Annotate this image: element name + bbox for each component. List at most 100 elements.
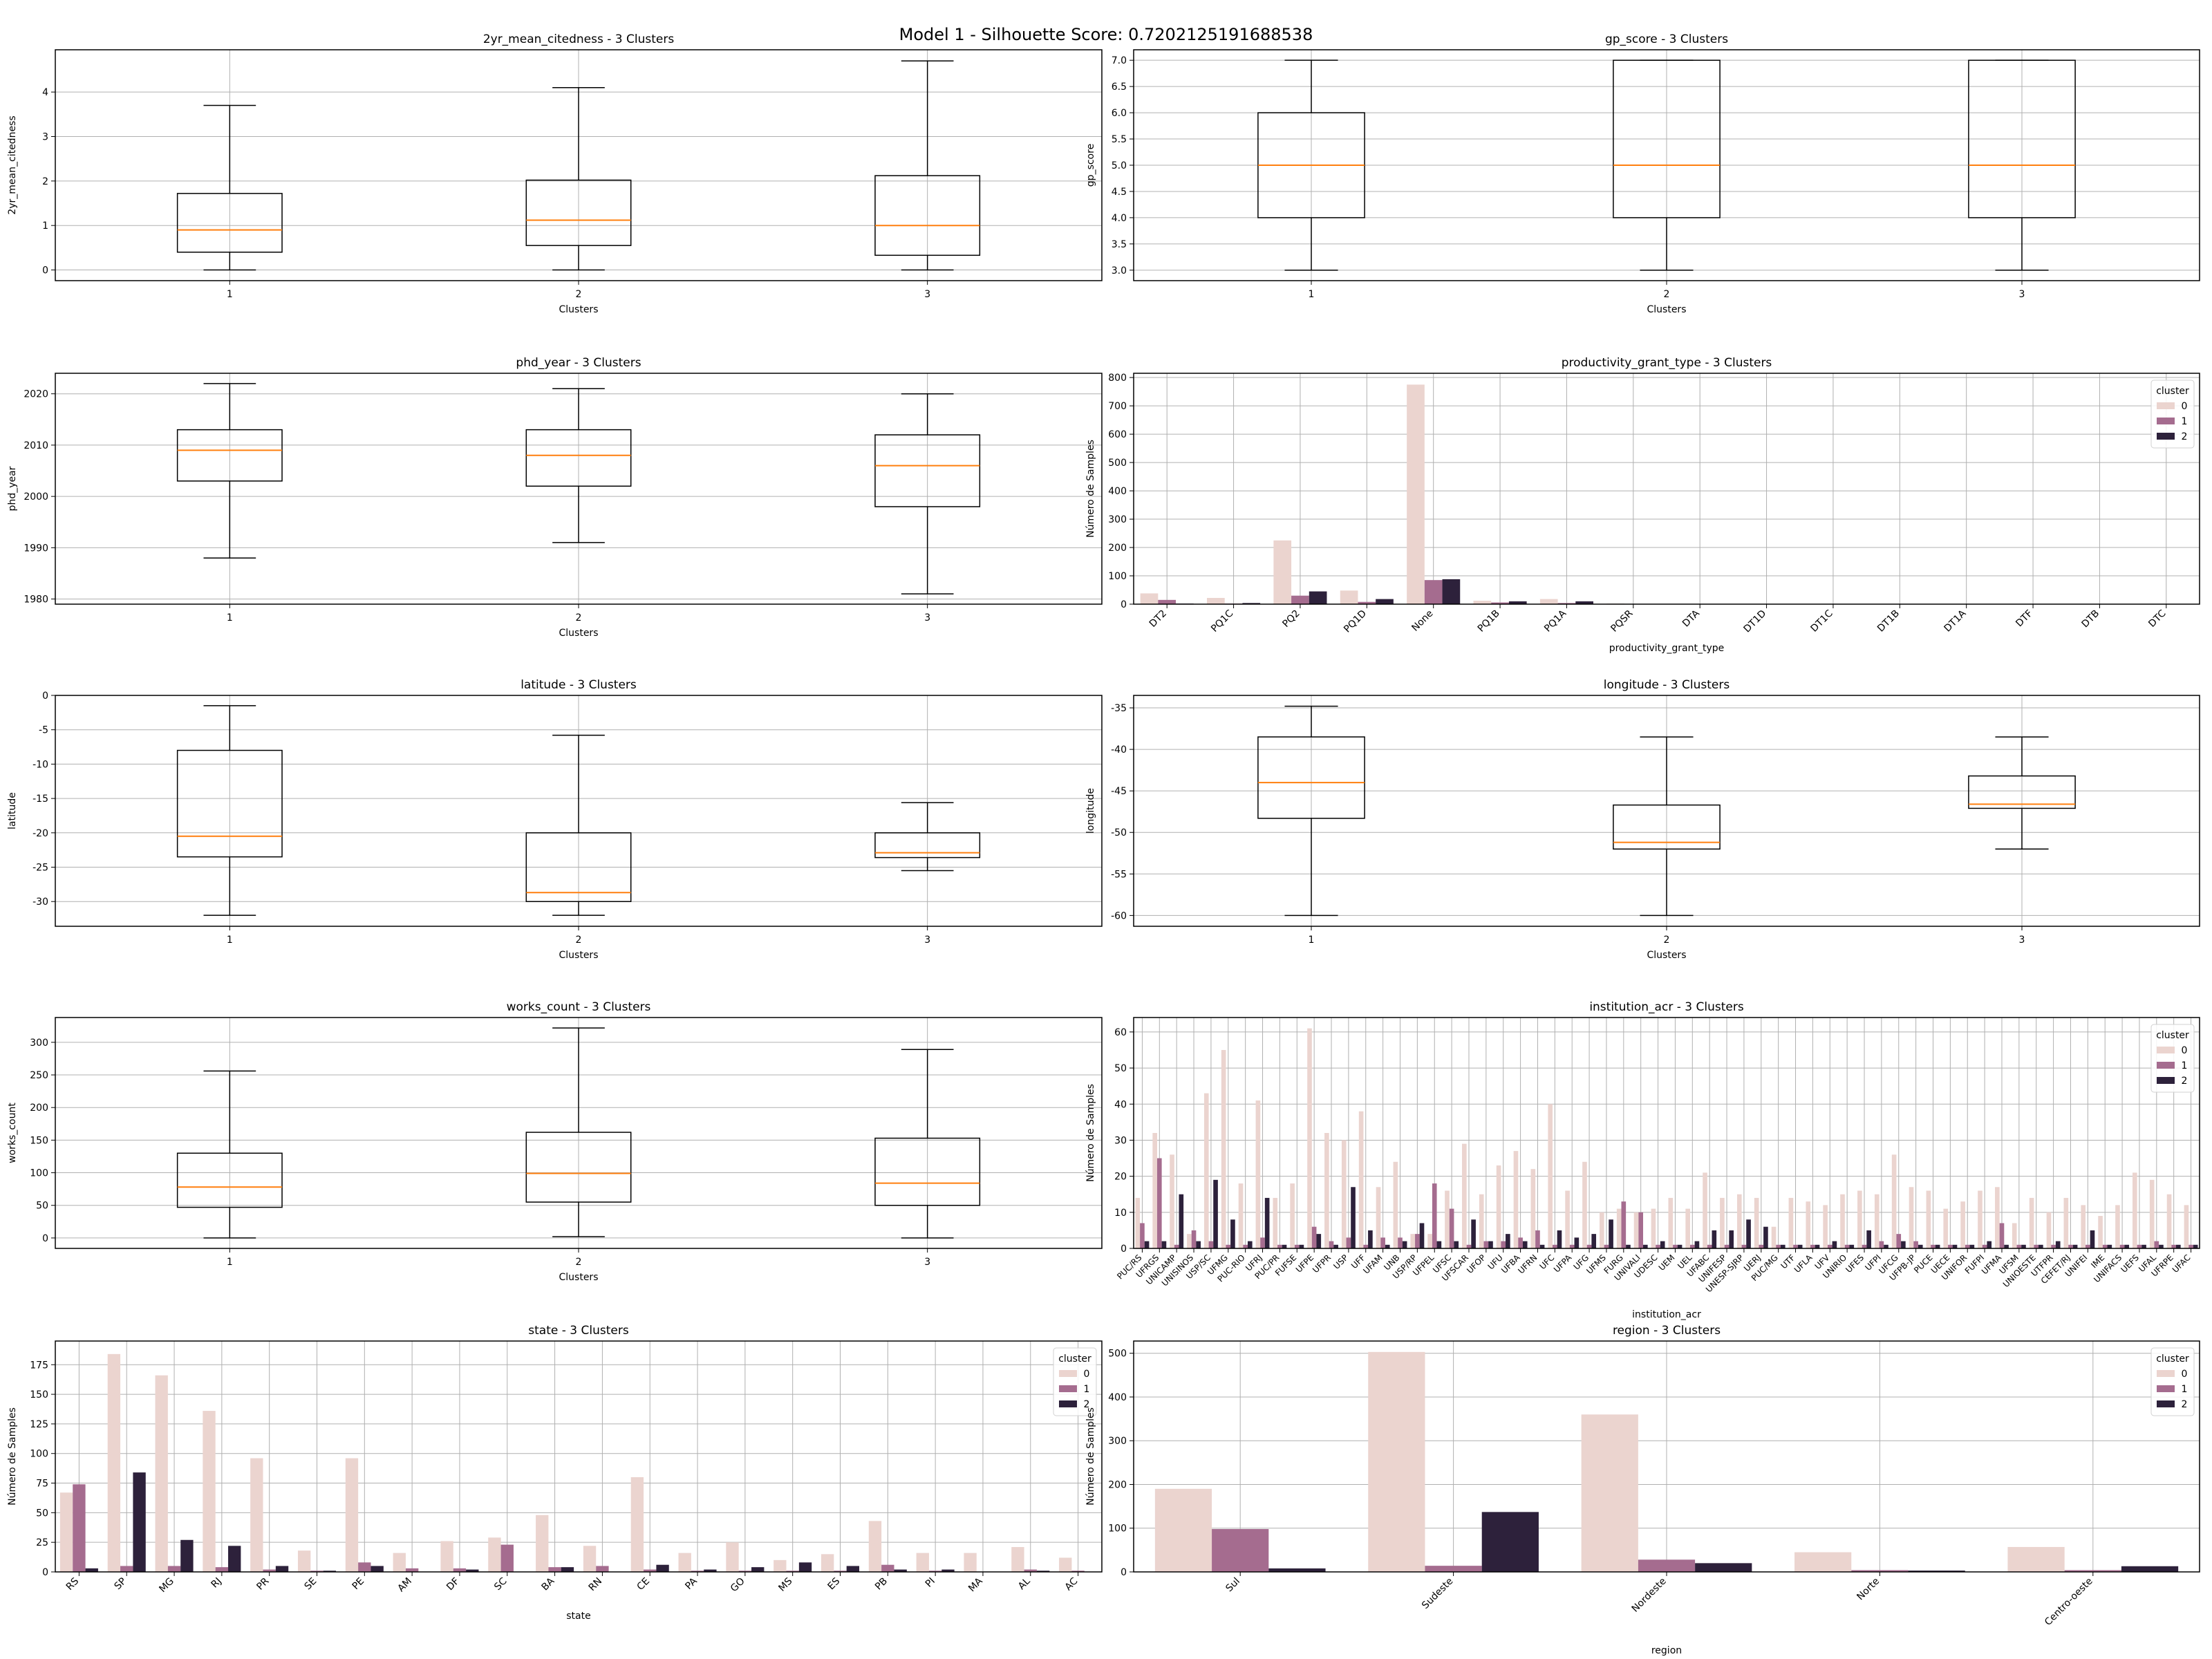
bar bbox=[1909, 1187, 1914, 1248]
y-tick-label: -45 bbox=[1111, 786, 1127, 797]
bar bbox=[1311, 1226, 1317, 1248]
y-tick-label: 0 bbox=[42, 1567, 48, 1578]
bar bbox=[1586, 1244, 1592, 1248]
bar bbox=[1226, 1244, 1231, 1248]
bar bbox=[1230, 1219, 1235, 1248]
box-cluster-1 bbox=[176, 1070, 283, 1239]
x-tick-label: 2 bbox=[576, 1257, 582, 1268]
subplot-phd-year: 1980 1990 2000 2010 2020 1 2 3 phd_year - 3 Clus… bbox=[7, 356, 1103, 639]
y-tick-label: -30 bbox=[32, 897, 48, 908]
bar bbox=[916, 1553, 929, 1572]
subplot-title: 2yr_mean_citedness - 3 Clusters bbox=[483, 32, 675, 46]
legend: cluster 0 1 2 bbox=[1053, 1347, 1097, 1416]
bar bbox=[1385, 1244, 1390, 1248]
y-tick-label: 200 bbox=[30, 1103, 48, 1114]
x-tick-label: MG bbox=[157, 1576, 176, 1595]
bar bbox=[1358, 1111, 1364, 1248]
x-axis-label: region bbox=[1651, 1645, 1682, 1656]
y-tick-label: 20 bbox=[1114, 1172, 1127, 1183]
iqr-box bbox=[1613, 804, 1721, 850]
box-cluster-1 bbox=[176, 104, 283, 271]
bar bbox=[1196, 1241, 1201, 1248]
bar bbox=[630, 1477, 644, 1572]
bar bbox=[155, 1375, 168, 1572]
bar bbox=[1918, 1244, 1923, 1248]
bar bbox=[583, 1546, 597, 1572]
x-tick-label: DT2 bbox=[1147, 608, 1169, 630]
box-cluster-3 bbox=[874, 802, 981, 872]
bar bbox=[1844, 1244, 1850, 1248]
bar bbox=[1491, 602, 1509, 604]
x-tick-label: UFPR bbox=[1311, 1253, 1333, 1275]
x-tick-label: 3 bbox=[924, 1257, 930, 1268]
bar bbox=[2193, 1244, 2198, 1248]
iqr-box bbox=[525, 1132, 632, 1203]
subplot-title: phd_year - 3 Clusters bbox=[516, 356, 641, 370]
x-tick-label: RN bbox=[587, 1576, 605, 1594]
bar bbox=[1879, 1241, 1884, 1248]
box-cluster-3 bbox=[874, 393, 981, 594]
bar bbox=[1754, 1197, 1759, 1248]
y-tick-label: -40 bbox=[1111, 744, 1127, 756]
y-axis-label: 2yr_mean_citedness bbox=[7, 115, 18, 214]
bar bbox=[1187, 1234, 1192, 1248]
legend-label: 2 bbox=[1084, 1399, 1090, 1410]
bar bbox=[1575, 601, 1593, 604]
bar bbox=[941, 1569, 955, 1572]
bar bbox=[2021, 1244, 2026, 1248]
x-tick-label: 3 bbox=[924, 289, 930, 300]
bar bbox=[1539, 599, 1558, 604]
y-axis-label: works_count bbox=[7, 1103, 18, 1163]
bar bbox=[1260, 1237, 1265, 1248]
bar bbox=[1581, 1414, 1638, 1572]
plot-frame bbox=[1133, 49, 2200, 281]
x-tick-label: UFMS bbox=[1584, 1253, 1608, 1276]
y-tick-label: -55 bbox=[1111, 869, 1127, 880]
iqr-box bbox=[1613, 59, 1721, 218]
plot-frame bbox=[55, 373, 1103, 605]
y-tick-label: 400 bbox=[1108, 486, 1127, 497]
legend-label: 2 bbox=[2182, 1399, 2188, 1410]
x-tick-label: DT1B bbox=[1875, 608, 1902, 635]
subplot-longitude: -60 -55 -50 -45 -40 -35 1 2 3 longitude - 3 Clust… bbox=[1085, 678, 2200, 961]
x-tick-label: 2 bbox=[576, 612, 582, 624]
bar bbox=[738, 1571, 752, 1572]
box-cluster-2 bbox=[1613, 736, 1721, 917]
y-tick-label: 0 bbox=[42, 1233, 48, 1244]
x-tick-label: AC bbox=[1063, 1575, 1080, 1593]
bar bbox=[2124, 1244, 2130, 1248]
bar bbox=[656, 1564, 669, 1572]
bar bbox=[371, 1566, 384, 1572]
bar bbox=[1140, 593, 1159, 604]
legend-frame bbox=[2150, 1347, 2195, 1416]
x-tick-label: Sul bbox=[1224, 1576, 1242, 1595]
x-tick-label: PR bbox=[254, 1575, 271, 1592]
bar-series-cluster-0 bbox=[59, 1353, 1072, 1572]
bar bbox=[120, 1566, 133, 1572]
bar bbox=[1522, 1241, 1528, 1248]
subplot-title: works_count - 3 Clusters bbox=[507, 1000, 651, 1014]
y-tick-label: 1990 bbox=[24, 543, 48, 554]
y-tick-label: 0 bbox=[42, 265, 48, 276]
bar bbox=[1213, 1179, 1218, 1248]
bar bbox=[1643, 1244, 1648, 1248]
y-tick-label: 2020 bbox=[24, 389, 48, 400]
box-cluster-2 bbox=[525, 86, 632, 271]
y-tick-label: -5 bbox=[39, 725, 48, 736]
y-tick-label: 5.0 bbox=[1112, 160, 1127, 171]
figure-title: Model 1 - Silhouette Score: 0.7202125191… bbox=[899, 25, 1313, 44]
bar bbox=[1891, 1154, 1897, 1248]
bar bbox=[1161, 1241, 1167, 1248]
bar bbox=[1368, 1230, 1373, 1248]
x-tick-label: PB bbox=[873, 1576, 890, 1593]
y-tick-label: 0 bbox=[1121, 1244, 1127, 1255]
y-tick-label: 7.0 bbox=[1112, 55, 1127, 66]
bar bbox=[1316, 1234, 1322, 1248]
bar bbox=[1207, 597, 1225, 604]
bar bbox=[2137, 1244, 2142, 1248]
y-tick-label: 150 bbox=[30, 1389, 48, 1400]
bar bbox=[453, 1568, 467, 1572]
bar bbox=[678, 1553, 691, 1572]
subplot-title: institution_acr - 3 Clusters bbox=[1589, 1000, 1744, 1014]
x-tick-label: 1 bbox=[227, 1257, 233, 1268]
